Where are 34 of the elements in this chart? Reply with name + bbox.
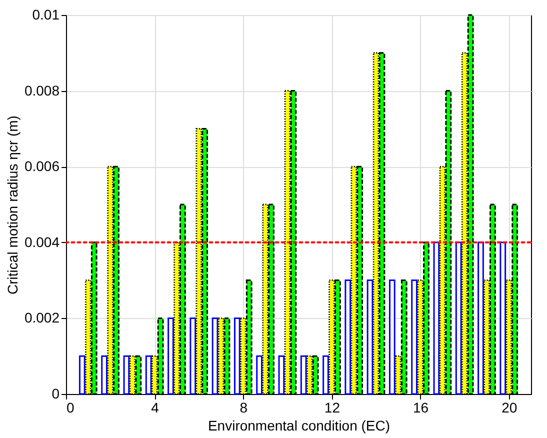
- bar: [101, 355, 108, 395]
- x-tick-label: 4: [151, 400, 160, 416]
- bar: [256, 355, 262, 395]
- bar: [234, 317, 240, 395]
- bar: [411, 280, 418, 395]
- x-tick-label: 12: [324, 400, 340, 416]
- y-tick-label: 0.008: [24, 82, 60, 98]
- y-tick-label: 0.002: [24, 310, 60, 326]
- bar: [433, 242, 440, 395]
- bar: [300, 355, 307, 395]
- x-axis-title: Environmental condition (EC): [208, 418, 390, 434]
- y-tick-label: 0.004: [24, 234, 60, 250]
- y-axis-title: Critical motion radius ηcr (m): [4, 116, 20, 294]
- bar: [168, 317, 174, 395]
- bar: [455, 242, 462, 395]
- bar: [190, 317, 196, 395]
- y-tick-label: 0.006: [24, 158, 60, 174]
- bar: [500, 242, 506, 395]
- x-tick-label: 20: [502, 400, 518, 416]
- bar: [78, 355, 86, 395]
- bar: [344, 280, 352, 395]
- bar: [322, 355, 329, 395]
- bar: [145, 355, 152, 395]
- y-tick-label: 0: [52, 386, 60, 402]
- bar: [278, 355, 285, 395]
- x-tick-label: 16: [412, 400, 429, 416]
- bar: [366, 280, 374, 395]
- x-tick-label: 0: [66, 400, 74, 416]
- bar: [212, 317, 218, 395]
- bar: [478, 242, 484, 395]
- y-tick-label: 0.01: [32, 6, 60, 22]
- bar: [123, 355, 130, 395]
- bar: [388, 280, 396, 395]
- x-tick-label: 8: [240, 400, 248, 416]
